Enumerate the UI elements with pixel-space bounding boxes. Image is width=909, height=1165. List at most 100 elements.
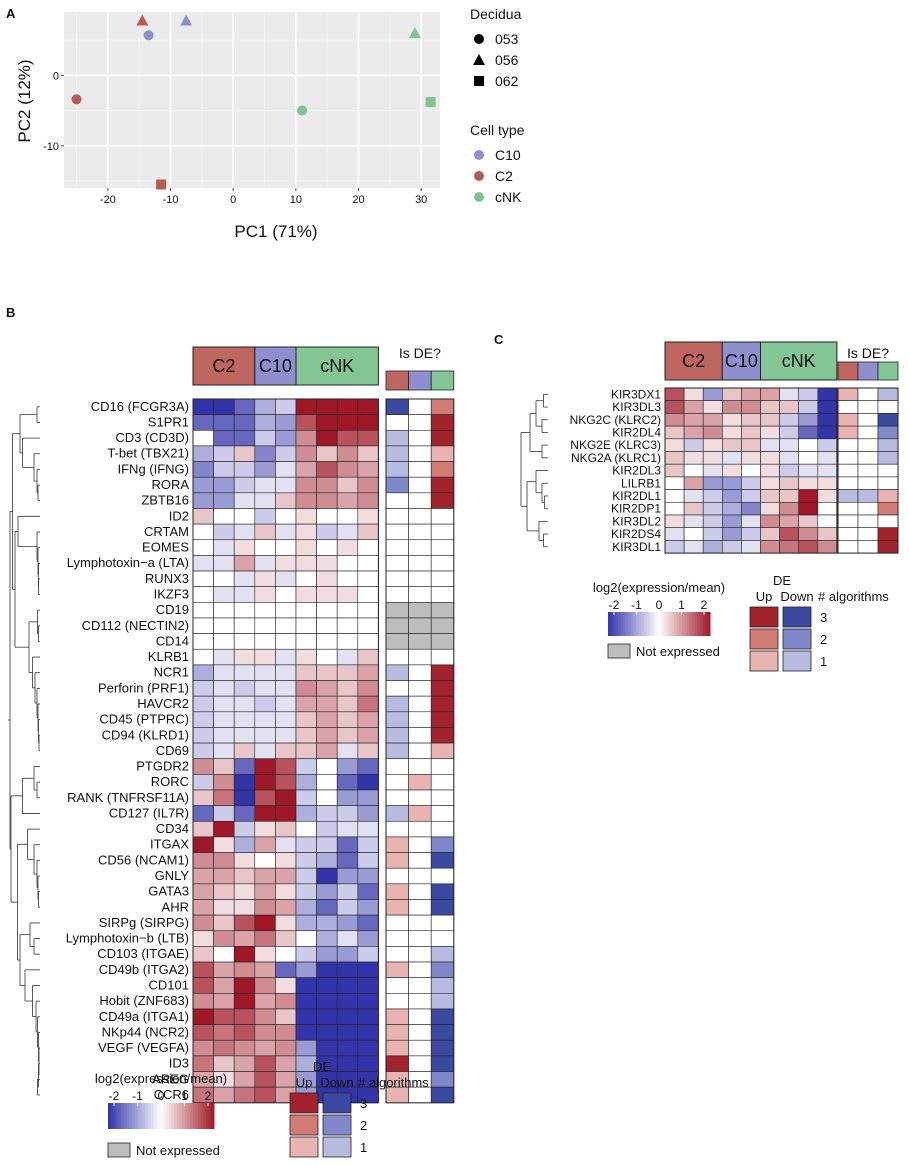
heatmap-cell <box>336 993 359 1010</box>
colorbar-step <box>206 1103 210 1129</box>
heatmap-cell <box>336 946 359 963</box>
heatmap-cell <box>213 539 235 556</box>
heatmap-cell <box>295 883 317 900</box>
heatmap-cell <box>817 540 838 554</box>
heatmap-cell <box>760 501 780 516</box>
heatmap-border <box>192 398 379 1104</box>
de-group-strip <box>857 361 879 381</box>
heatmap-cell <box>760 387 780 401</box>
colorbar-title: log2(expression/mean) <box>95 1071 227 1086</box>
heatmap-cell <box>316 774 338 791</box>
heatmap-cell <box>779 514 799 528</box>
colorbar-step <box>118 1103 122 1129</box>
heatmap-cell <box>275 961 297 978</box>
heatmap-cell <box>316 617 338 634</box>
heatmap-cell <box>254 492 276 509</box>
heatmap-cell <box>254 1024 276 1041</box>
group-header-cnk <box>760 341 838 381</box>
heatmap-cell <box>357 633 379 650</box>
heatmap-cell <box>213 977 235 994</box>
heatmap-cell <box>213 586 235 603</box>
de-legend-down-swatch <box>322 1136 352 1158</box>
de-cell <box>857 425 879 440</box>
heatmap-cell <box>798 514 819 528</box>
heatmap-cell <box>779 540 799 554</box>
heatmap-cell <box>192 539 214 556</box>
heatmap-cell <box>275 899 297 916</box>
heatmap-cell <box>233 789 256 806</box>
heatmap-cell <box>192 899 214 916</box>
colorbar-step <box>203 1103 207 1129</box>
heatmap-cell <box>664 425 685 440</box>
heatmap-cell <box>254 805 276 822</box>
heatmap-cell <box>233 1071 256 1088</box>
de-cell <box>430 602 455 619</box>
de-legend-down-swatch <box>782 650 812 672</box>
de-cell <box>430 914 455 932</box>
pca-point <box>71 94 82 105</box>
de-cell <box>430 461 455 478</box>
de-cell <box>385 445 409 462</box>
gene-label: CD56 (NCAM1) <box>98 852 189 867</box>
heatmap-cell <box>192 836 214 853</box>
heatmap-cell <box>233 977 256 994</box>
colorbar-step <box>208 1103 212 1129</box>
legend-shape-triangle <box>473 54 485 65</box>
colorbar-step <box>145 1103 149 1129</box>
heatmap-cell <box>779 501 799 516</box>
heatmap-cell <box>316 445 338 462</box>
de-cell <box>385 993 409 1010</box>
heatmap-cell <box>357 539 379 556</box>
heatmap-cell <box>275 602 297 619</box>
heatmap-cell <box>721 400 742 414</box>
de-cell <box>430 570 455 587</box>
heatmap-cell <box>336 461 359 478</box>
gene-label: PTGDR2 <box>136 759 189 774</box>
de-border <box>837 387 899 554</box>
de-cell <box>408 899 432 916</box>
de-cell <box>385 648 409 666</box>
heatmap-cell <box>357 852 379 869</box>
de-cell <box>430 1071 455 1088</box>
heatmap-cell <box>316 727 338 744</box>
de-cell <box>430 1024 455 1041</box>
heatmap-cell <box>275 664 297 681</box>
heatmap-cell <box>702 540 723 554</box>
heatmap-cell <box>192 789 214 806</box>
heatmap-cell <box>295 930 317 947</box>
heatmap-cell <box>295 914 317 932</box>
de-cell <box>408 429 432 447</box>
de-cell <box>877 463 899 478</box>
de-group-strip <box>430 370 455 391</box>
heatmap-cell <box>295 1039 317 1057</box>
heatmap-cell <box>798 425 819 440</box>
pca-point <box>143 30 154 41</box>
heatmap-border <box>664 387 838 554</box>
heatmap-cell <box>233 414 256 431</box>
heatmap-cell <box>254 648 276 666</box>
de-cell <box>837 476 859 490</box>
legend-color-swatch <box>474 150 484 160</box>
colorbar-step <box>131 1103 135 1129</box>
heatmap-cell <box>275 742 297 760</box>
heatmap-cell <box>357 820 379 838</box>
de-cell <box>408 727 432 744</box>
heatmap-cell <box>275 977 297 994</box>
de-legend-up-swatch <box>289 1114 319 1136</box>
heatmap-cell <box>275 993 297 1010</box>
gene-label: RORA <box>151 477 189 492</box>
heatmap-cell <box>192 523 214 541</box>
gene-label: Perforin (PRF1) <box>98 680 189 695</box>
heatmap-cell <box>275 695 297 713</box>
de-cell <box>837 527 859 541</box>
de-cell <box>385 1055 409 1072</box>
heatmap-cell <box>683 527 704 541</box>
de-cell <box>385 774 409 791</box>
heatmap-cell <box>233 695 256 713</box>
de-cell <box>385 914 409 932</box>
de-legend-down: Down <box>780 589 813 604</box>
heatmap-cell <box>316 961 338 978</box>
colorbar-step <box>134 1103 138 1129</box>
gene-label: GNLY <box>155 868 190 883</box>
heatmap-cell <box>254 602 276 619</box>
